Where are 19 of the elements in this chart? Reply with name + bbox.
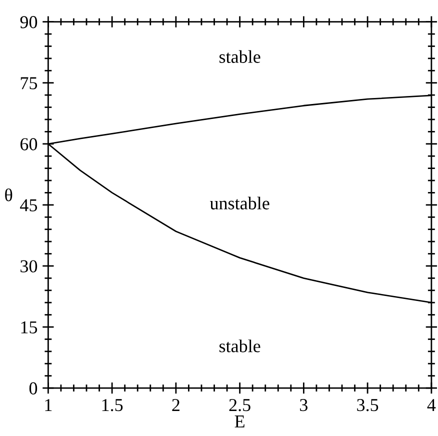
x-tick-label: 3 bbox=[300, 399, 308, 412]
y-tick-label: 15 bbox=[21, 321, 38, 334]
x-tick-label: 2.5 bbox=[229, 399, 250, 412]
y-tick-label: 60 bbox=[20, 138, 38, 150]
x-tick-label: 1 bbox=[45, 399, 52, 411]
y-tick-label: 90 bbox=[20, 16, 38, 28]
y-axis-title: θ bbox=[5, 188, 12, 202]
y-tick-label: 0 bbox=[29, 382, 38, 394]
annotation: stable bbox=[219, 50, 260, 63]
x-tick-label: 3.5 bbox=[357, 399, 378, 412]
x-tick-label: 1.5 bbox=[102, 399, 123, 412]
annotation: unstable bbox=[210, 196, 270, 210]
x-axis-title: E bbox=[234, 416, 244, 428]
y-tick-label: 75 bbox=[20, 77, 38, 90]
annotation: stable bbox=[219, 340, 260, 352]
x-tick-label: 2 bbox=[172, 399, 180, 411]
y-tick-label: 45 bbox=[20, 199, 38, 212]
y-tick-label: 30 bbox=[20, 260, 38, 272]
x-tick-label: 4 bbox=[427, 399, 436, 411]
